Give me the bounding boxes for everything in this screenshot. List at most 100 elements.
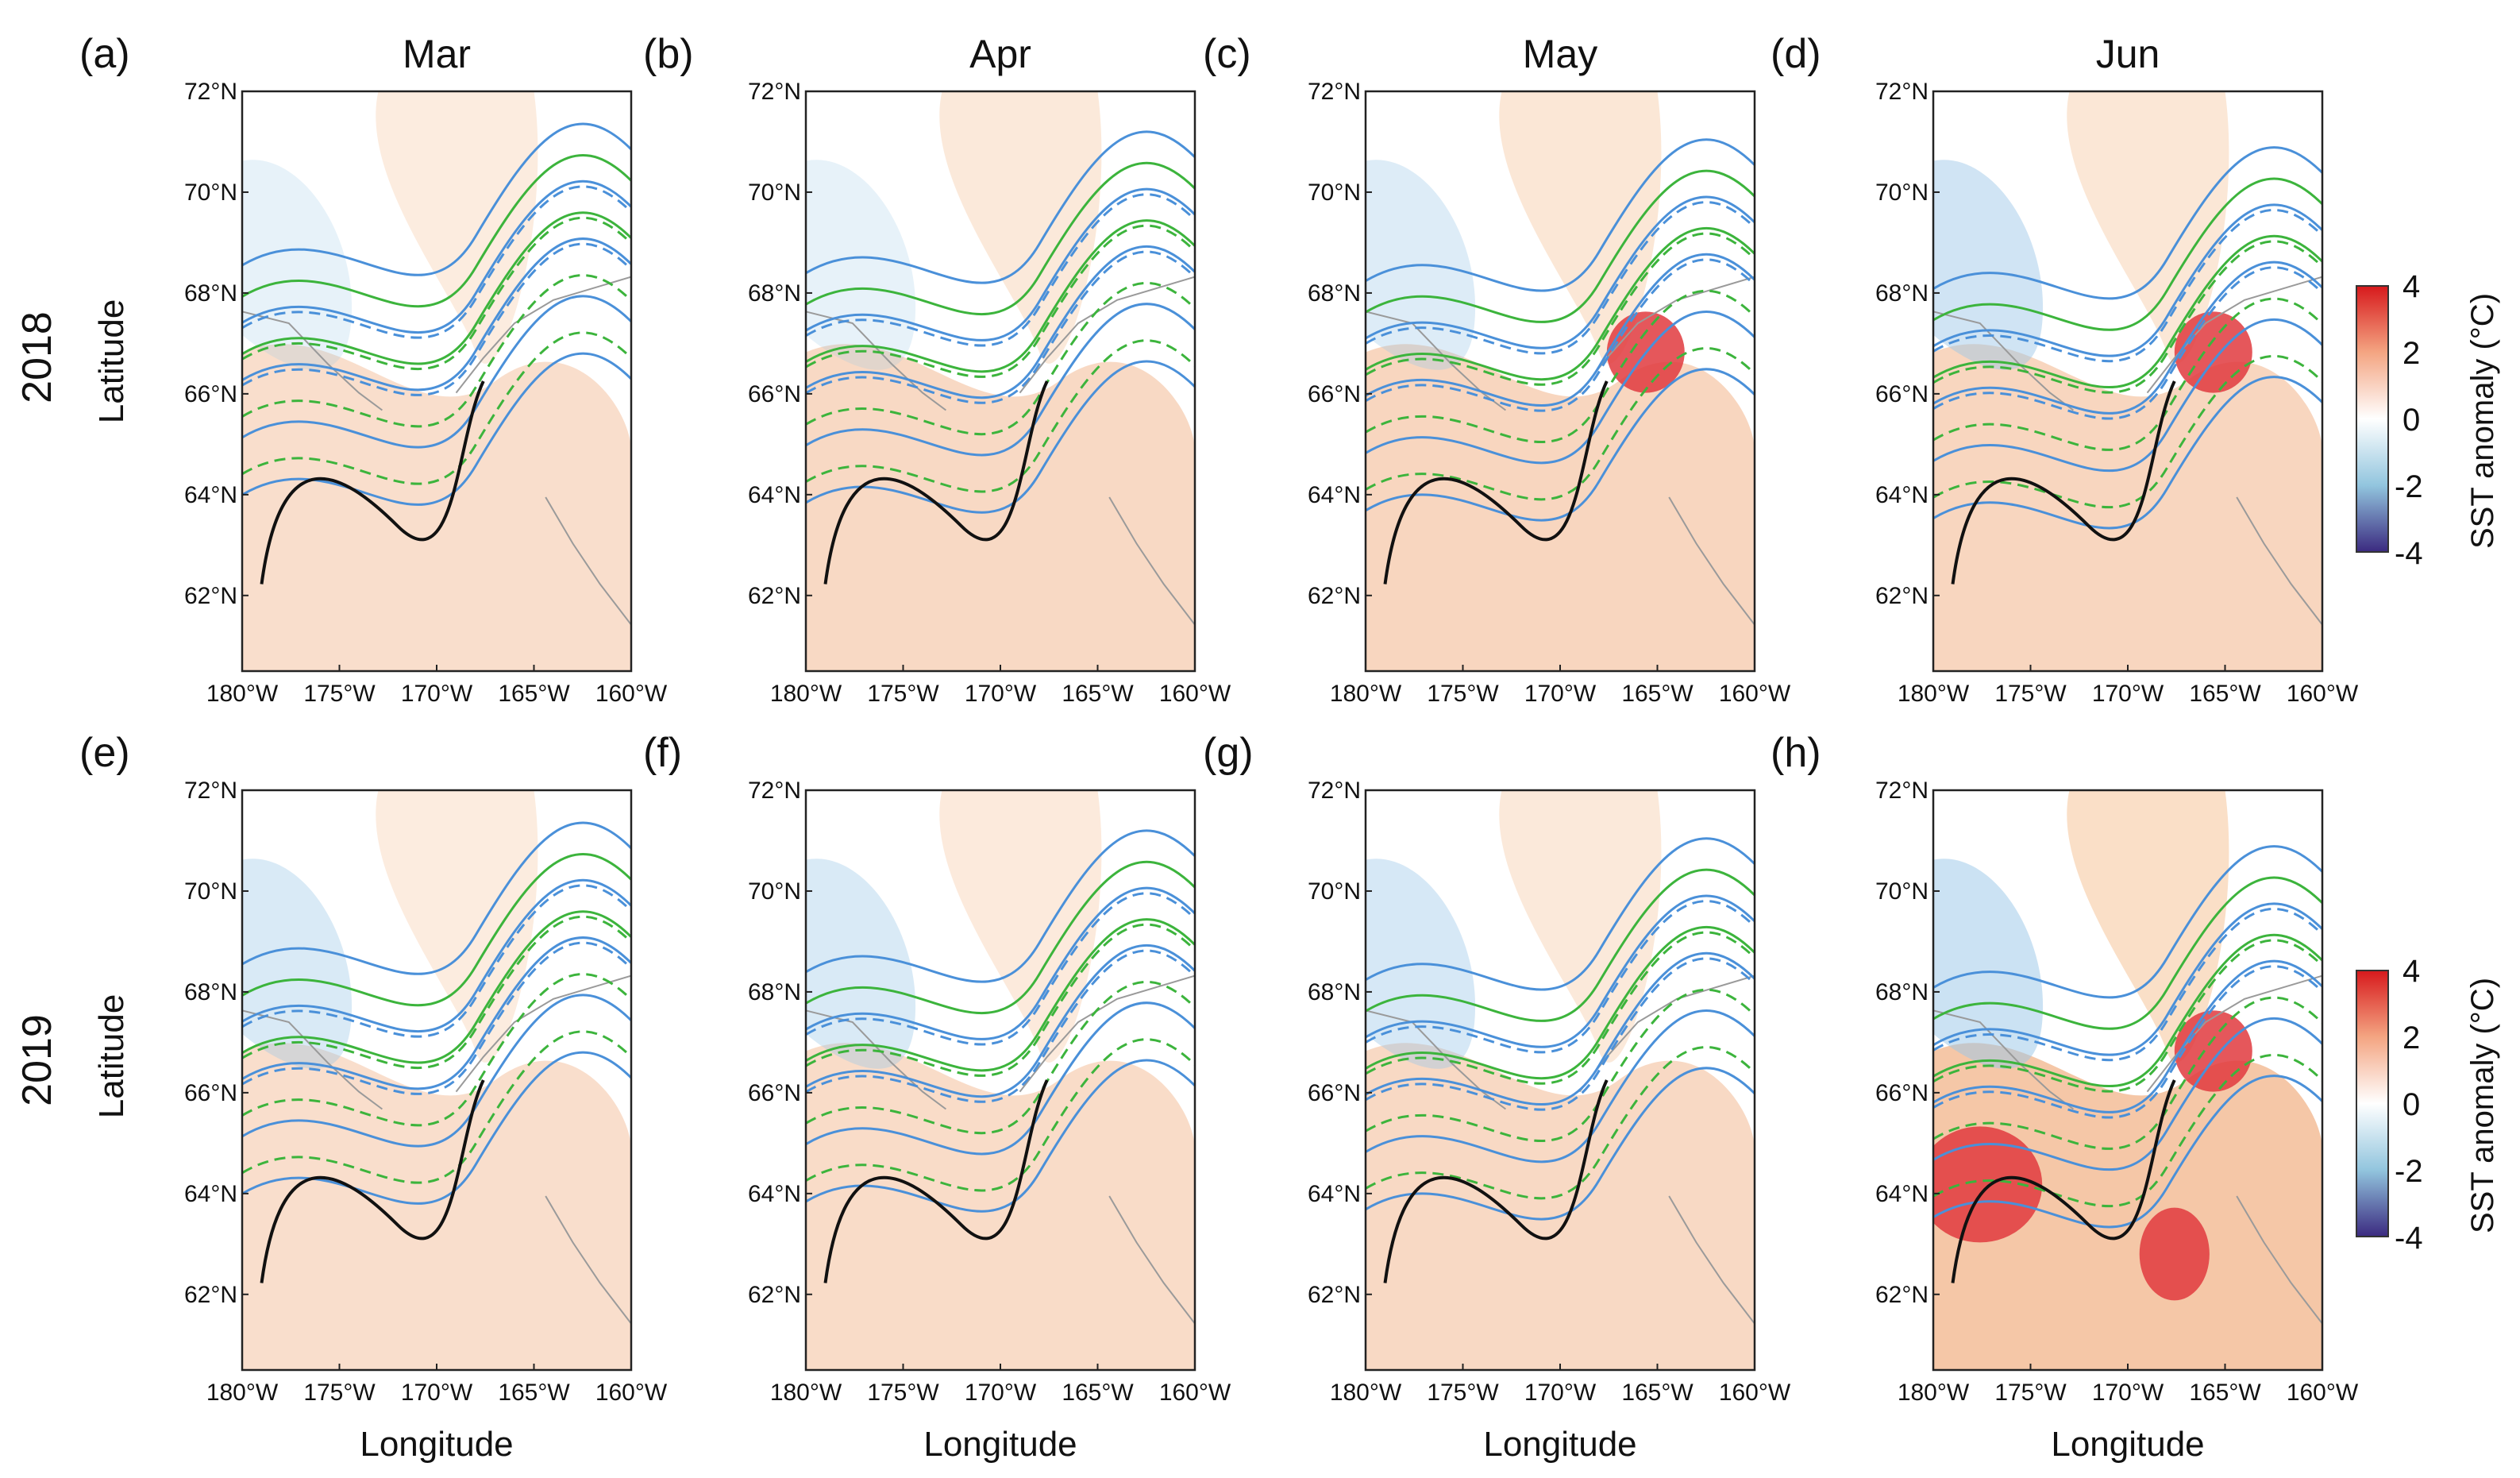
blue-dashed-contour — [806, 892, 1195, 1046]
sst-warm-region — [1933, 1043, 2322, 1370]
blue-contour — [806, 886, 1195, 1040]
y-tick-label: 64°N — [184, 1181, 237, 1207]
y-tick-label: 68°N — [184, 280, 237, 307]
blue-contour — [242, 936, 631, 1090]
front-line — [1951, 380, 2176, 585]
y-tick-label: 62°N — [1875, 583, 1929, 609]
sst-warm-region — [1366, 344, 1755, 671]
green-dashed-contour — [1933, 240, 2322, 394]
blue-contour — [1366, 1009, 1755, 1163]
blue-contour — [806, 130, 1195, 284]
sst-warm-tongue — [376, 91, 538, 364]
front-line — [823, 1079, 1049, 1283]
blue-dashed-contour — [806, 949, 1195, 1103]
sst-cold-region — [1933, 160, 2044, 370]
y-tick-label: 70°N — [184, 878, 237, 905]
colorbar-2018-tick: -4 — [2395, 536, 2423, 571]
y-tick-label: 64°N — [1875, 1181, 1929, 1207]
x-tick-label: 165°W — [1062, 681, 1134, 707]
ylabel-2019: Latitude — [92, 994, 131, 1119]
x-tick-label: 170°W — [965, 681, 1037, 707]
green-contour — [806, 161, 1195, 315]
front-line — [1951, 1079, 2176, 1283]
sst-warm-tongue — [2067, 790, 2229, 1063]
y-tick-label: 72°N — [1308, 79, 1361, 105]
y-tick-label: 70°N — [1875, 878, 1929, 905]
map-panel-c: 72°N 70°N 68°N 66°N 64°N 62°N 180°W 175°W 170°W 1… — [1203, 31, 1791, 707]
blue-contour — [1366, 138, 1755, 292]
map-panels: 72°N 70°N 68°N 66°N 64°N 62°N 180°W 175°W 170°W 1… — [79, 31, 2359, 1464]
green-dashed-contour — [806, 281, 1195, 436]
sst-warm-region — [1933, 344, 2322, 671]
y-tick-label: 70°N — [748, 179, 801, 206]
x-tick-label: 165°W — [498, 1380, 570, 1406]
green-contour — [806, 918, 1195, 1072]
blue-contour — [806, 360, 1195, 514]
year-label-2018: 2018 — [14, 311, 60, 403]
y-tick-label: 62°N — [748, 1282, 801, 1308]
y-tick-label: 66°N — [184, 1080, 237, 1106]
green-contour — [806, 860, 1195, 1014]
blue-dashed-contour — [1366, 900, 1755, 1054]
sst-warm-region — [806, 1043, 1195, 1370]
green-dashed-contour — [242, 915, 631, 1069]
blue-dashed-contour — [806, 193, 1195, 347]
map-panel-e: 72°N 70°N 68°N 66°N 64°N 62°N 180°W 175°W 170°W 1… — [79, 730, 668, 1464]
x-tick-label: 160°W — [1159, 681, 1231, 707]
sst-warm-tongue — [376, 790, 538, 1063]
blue-contour — [1366, 837, 1755, 991]
map-area — [1366, 91, 1755, 671]
x-tick-label: 175°W — [1427, 1380, 1499, 1406]
panel-label: (c) — [1203, 31, 1251, 77]
x-tick-label: 180°W — [1330, 1380, 1402, 1406]
y-tick-label: 66°N — [1875, 381, 1929, 407]
y-tick-label: 66°N — [1308, 381, 1361, 407]
blue-contour — [806, 245, 1195, 399]
blue-contour — [242, 821, 631, 975]
sst-hot-spot — [2139, 1207, 2210, 1301]
panel-label: (a) — [79, 31, 130, 77]
map-panel-d: 72°N 70°N 68°N 66°N 64°N 62°N 180°W 175°W 170°W 1… — [1771, 31, 2359, 707]
green-dashed-contour — [1366, 347, 1755, 501]
colorbar-2019: 4 2 0 -2 -4 SST anomaly (°C) — [2356, 954, 2500, 1256]
map-panel-h: 72°N 70°N 68°N 66°N 64°N 62°N 180°W 175°W 170°W 1… — [1771, 730, 2359, 1464]
blue-dashed-contour — [242, 941, 631, 1095]
x-tick-label: 170°W — [1524, 681, 1597, 707]
blue-contour — [242, 352, 631, 506]
y-tick-label: 64°N — [748, 1181, 801, 1207]
sst-cold-region — [242, 160, 353, 370]
sst-warm-region — [242, 1043, 631, 1370]
blue-contour — [806, 829, 1195, 983]
y-tick-label: 70°N — [184, 179, 237, 206]
x-tick-label: 165°W — [2189, 681, 2261, 707]
green-contour — [1933, 876, 2322, 1030]
x-tick-label: 180°W — [770, 681, 842, 707]
panel-label: (d) — [1771, 31, 1821, 77]
colorbar-2019-tick: 0 — [2402, 1087, 2420, 1122]
sst-cold-region — [1933, 859, 2044, 1069]
green-dashed-contour — [1366, 931, 1755, 1085]
colorbar-2018-tick: 2 — [2402, 336, 2420, 371]
front-line — [260, 1079, 485, 1283]
green-contour — [242, 211, 631, 365]
x-tick-label: 160°W — [595, 681, 668, 707]
month-title: Apr — [969, 32, 1031, 76]
coastline — [242, 276, 631, 626]
colorbar-2019-tick: -2 — [2395, 1154, 2423, 1189]
map-area — [806, 91, 1195, 671]
y-tick-label: 68°N — [748, 280, 801, 307]
sst-warm-tongue — [1499, 91, 1662, 364]
y-tick-label: 68°N — [1308, 979, 1361, 1005]
green-dashed-contour — [242, 331, 631, 485]
blue-contour — [806, 1059, 1195, 1213]
green-dashed-contour — [242, 274, 631, 428]
green-dashed-contour — [806, 339, 1195, 493]
blue-dashed-contour — [242, 185, 631, 339]
month-title: Mar — [403, 32, 471, 76]
blue-dashed-contour — [242, 242, 631, 396]
blue-contour — [1933, 146, 2322, 300]
y-tick-label: 70°N — [1308, 878, 1361, 905]
coastline — [806, 974, 1195, 1325]
coastline — [806, 276, 1195, 626]
